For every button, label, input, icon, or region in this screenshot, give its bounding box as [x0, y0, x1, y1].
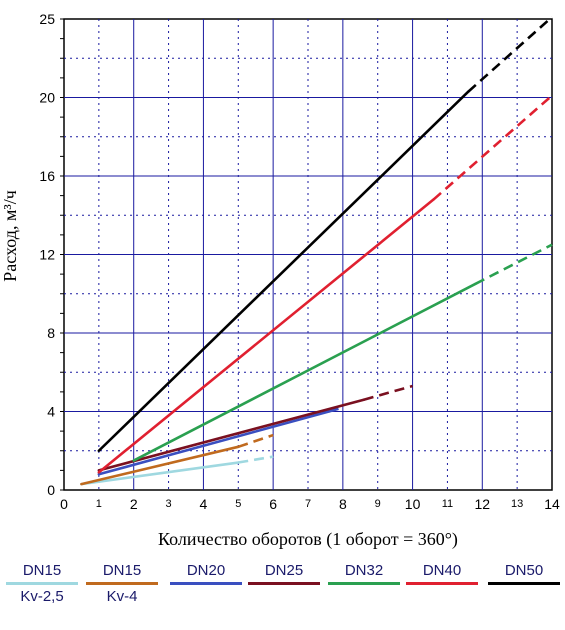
series-line-dn20 — [97, 410, 331, 476]
legend-item-dn50: DN50 — [484, 562, 564, 585]
series-line-dn32 — [132, 282, 477, 462]
x-tick-label: 4 — [200, 496, 208, 512]
legend-swatch — [170, 582, 242, 585]
series-extension-dn32 — [474, 243, 553, 286]
series-extension-dn50 — [467, 16, 553, 93]
grid — [64, 19, 552, 490]
series-line-dn40 — [97, 198, 435, 474]
series-extension-dn25 — [363, 384, 413, 401]
y-tick-label: 8 — [47, 325, 55, 341]
legend-item-dn25: DN25 — [244, 562, 324, 585]
legend-swatch — [488, 582, 560, 585]
x-tick-label: 8 — [339, 496, 347, 512]
x-tick-label-minor: 5 — [235, 498, 241, 510]
y-tick-label: 0 — [47, 482, 55, 498]
legend-swatch — [86, 582, 158, 585]
legend-item-dn40: DN40 — [402, 562, 482, 585]
y-tick-label: 12 — [39, 247, 55, 263]
series-extension-dn20 — [328, 406, 344, 413]
legend-sublabel: Kv-4 — [106, 588, 138, 605]
legend-label: DN15 — [102, 562, 142, 579]
x-tick-label: 2 — [130, 496, 138, 512]
y-tick-label: 16 — [39, 168, 55, 184]
series-line-dn25 — [97, 398, 366, 472]
series-extension-dn15-kv-4 — [237, 433, 274, 449]
series-line-dn50 — [97, 90, 470, 453]
legend-label: DN32 — [344, 562, 384, 579]
x-tick-label: 6 — [269, 496, 277, 512]
legend-item-dn15-kv-4: DN15 Kv-4 — [82, 562, 162, 605]
series-extension-dn40 — [432, 94, 553, 201]
legend-item-dn32: DN32 — [324, 562, 404, 585]
y-tick-label: 20 — [39, 90, 55, 106]
x-tick-label-minor: 7 — [305, 498, 311, 510]
legend-swatch — [248, 582, 320, 585]
legend-label: DN40 — [422, 562, 462, 579]
x-tick-label-minor: 9 — [375, 498, 381, 510]
legend-swatch — [328, 582, 400, 585]
y-axis-title: Расход, м³/ч — [0, 190, 20, 282]
y-tick-label: 25 — [39, 11, 55, 27]
legend-item-dn20: DN20 — [166, 562, 246, 585]
legend: DN15 Kv-2,5 DN15 Kv-4 DN20 DN25 DN32 DN40 DN50 — [0, 558, 565, 630]
x-tick-label: 0 — [60, 496, 68, 512]
series-line-dn15-kv-2-5 — [80, 461, 240, 486]
legend-swatch — [406, 582, 478, 585]
x-tick-label-minor: 11 — [442, 498, 453, 510]
legend-label: DN50 — [504, 562, 544, 579]
legend-item-dn15-kv-2-5: DN15 Kv-2,5 — [2, 562, 82, 605]
series-extension-dn15-kv-2-5 — [238, 455, 274, 464]
legend-label: DN15 — [22, 562, 62, 579]
x-tick-label-minor: 3 — [166, 498, 172, 510]
x-tick-label: 10 — [405, 496, 421, 512]
x-axis-title: Количество оборотов (1 оборот = 360°) — [158, 529, 458, 550]
series-line-dn15-kv-4 — [80, 445, 240, 486]
legend-label: DN25 — [264, 562, 304, 579]
legend-sublabel: Kv-2,5 — [20, 588, 64, 605]
x-tick-label-minor: 1 — [96, 498, 102, 510]
legend-label: DN20 — [186, 562, 226, 579]
series-lines — [80, 16, 553, 486]
x-tick-label: 14 — [544, 496, 560, 512]
y-tick-label: 4 — [47, 404, 55, 420]
x-tick-label-minor: 13 — [511, 498, 523, 510]
x-tick-label: 12 — [474, 496, 490, 512]
legend-swatch — [6, 582, 78, 585]
